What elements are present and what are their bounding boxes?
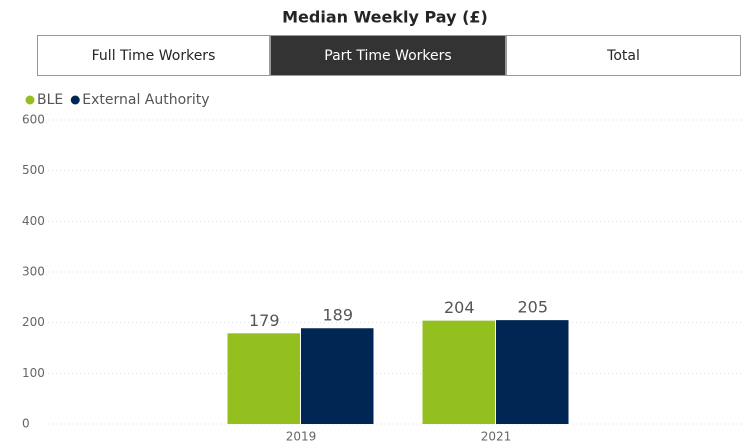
y-tick-label: 400 bbox=[22, 214, 45, 228]
y-tick-label: 100 bbox=[22, 366, 45, 380]
legend-label: BLE bbox=[37, 92, 63, 108]
tab-label[interactable]: Full Time Workers bbox=[92, 48, 216, 64]
y-tick-label: 500 bbox=[22, 163, 45, 177]
tab[interactable] bbox=[270, 35, 506, 76]
bar bbox=[301, 328, 374, 424]
legend-label: External Authority bbox=[82, 92, 209, 108]
legend-marker bbox=[25, 95, 35, 105]
y-tick-label: 300 bbox=[22, 265, 45, 279]
tab[interactable] bbox=[506, 35, 741, 76]
x-tick-label: 2021 bbox=[481, 430, 512, 444]
legend-marker bbox=[70, 95, 80, 105]
bar bbox=[496, 320, 569, 424]
data-label: 204 bbox=[444, 298, 475, 317]
y-tick-label: 200 bbox=[22, 315, 45, 329]
data-label: 205 bbox=[517, 298, 548, 317]
y-tick-label: 0 bbox=[22, 417, 30, 431]
tab[interactable] bbox=[37, 35, 270, 76]
bar bbox=[227, 333, 300, 424]
x-tick-label: 2019 bbox=[286, 430, 317, 444]
chart-title: Median Weekly Pay (£) bbox=[282, 8, 488, 27]
y-tick-label: 600 bbox=[22, 113, 45, 127]
tab-label[interactable]: Total bbox=[606, 48, 640, 64]
data-label: 179 bbox=[249, 311, 280, 330]
tab-label[interactable]: Part Time Workers bbox=[324, 48, 451, 64]
data-label: 189 bbox=[322, 306, 353, 325]
bar bbox=[422, 320, 495, 424]
